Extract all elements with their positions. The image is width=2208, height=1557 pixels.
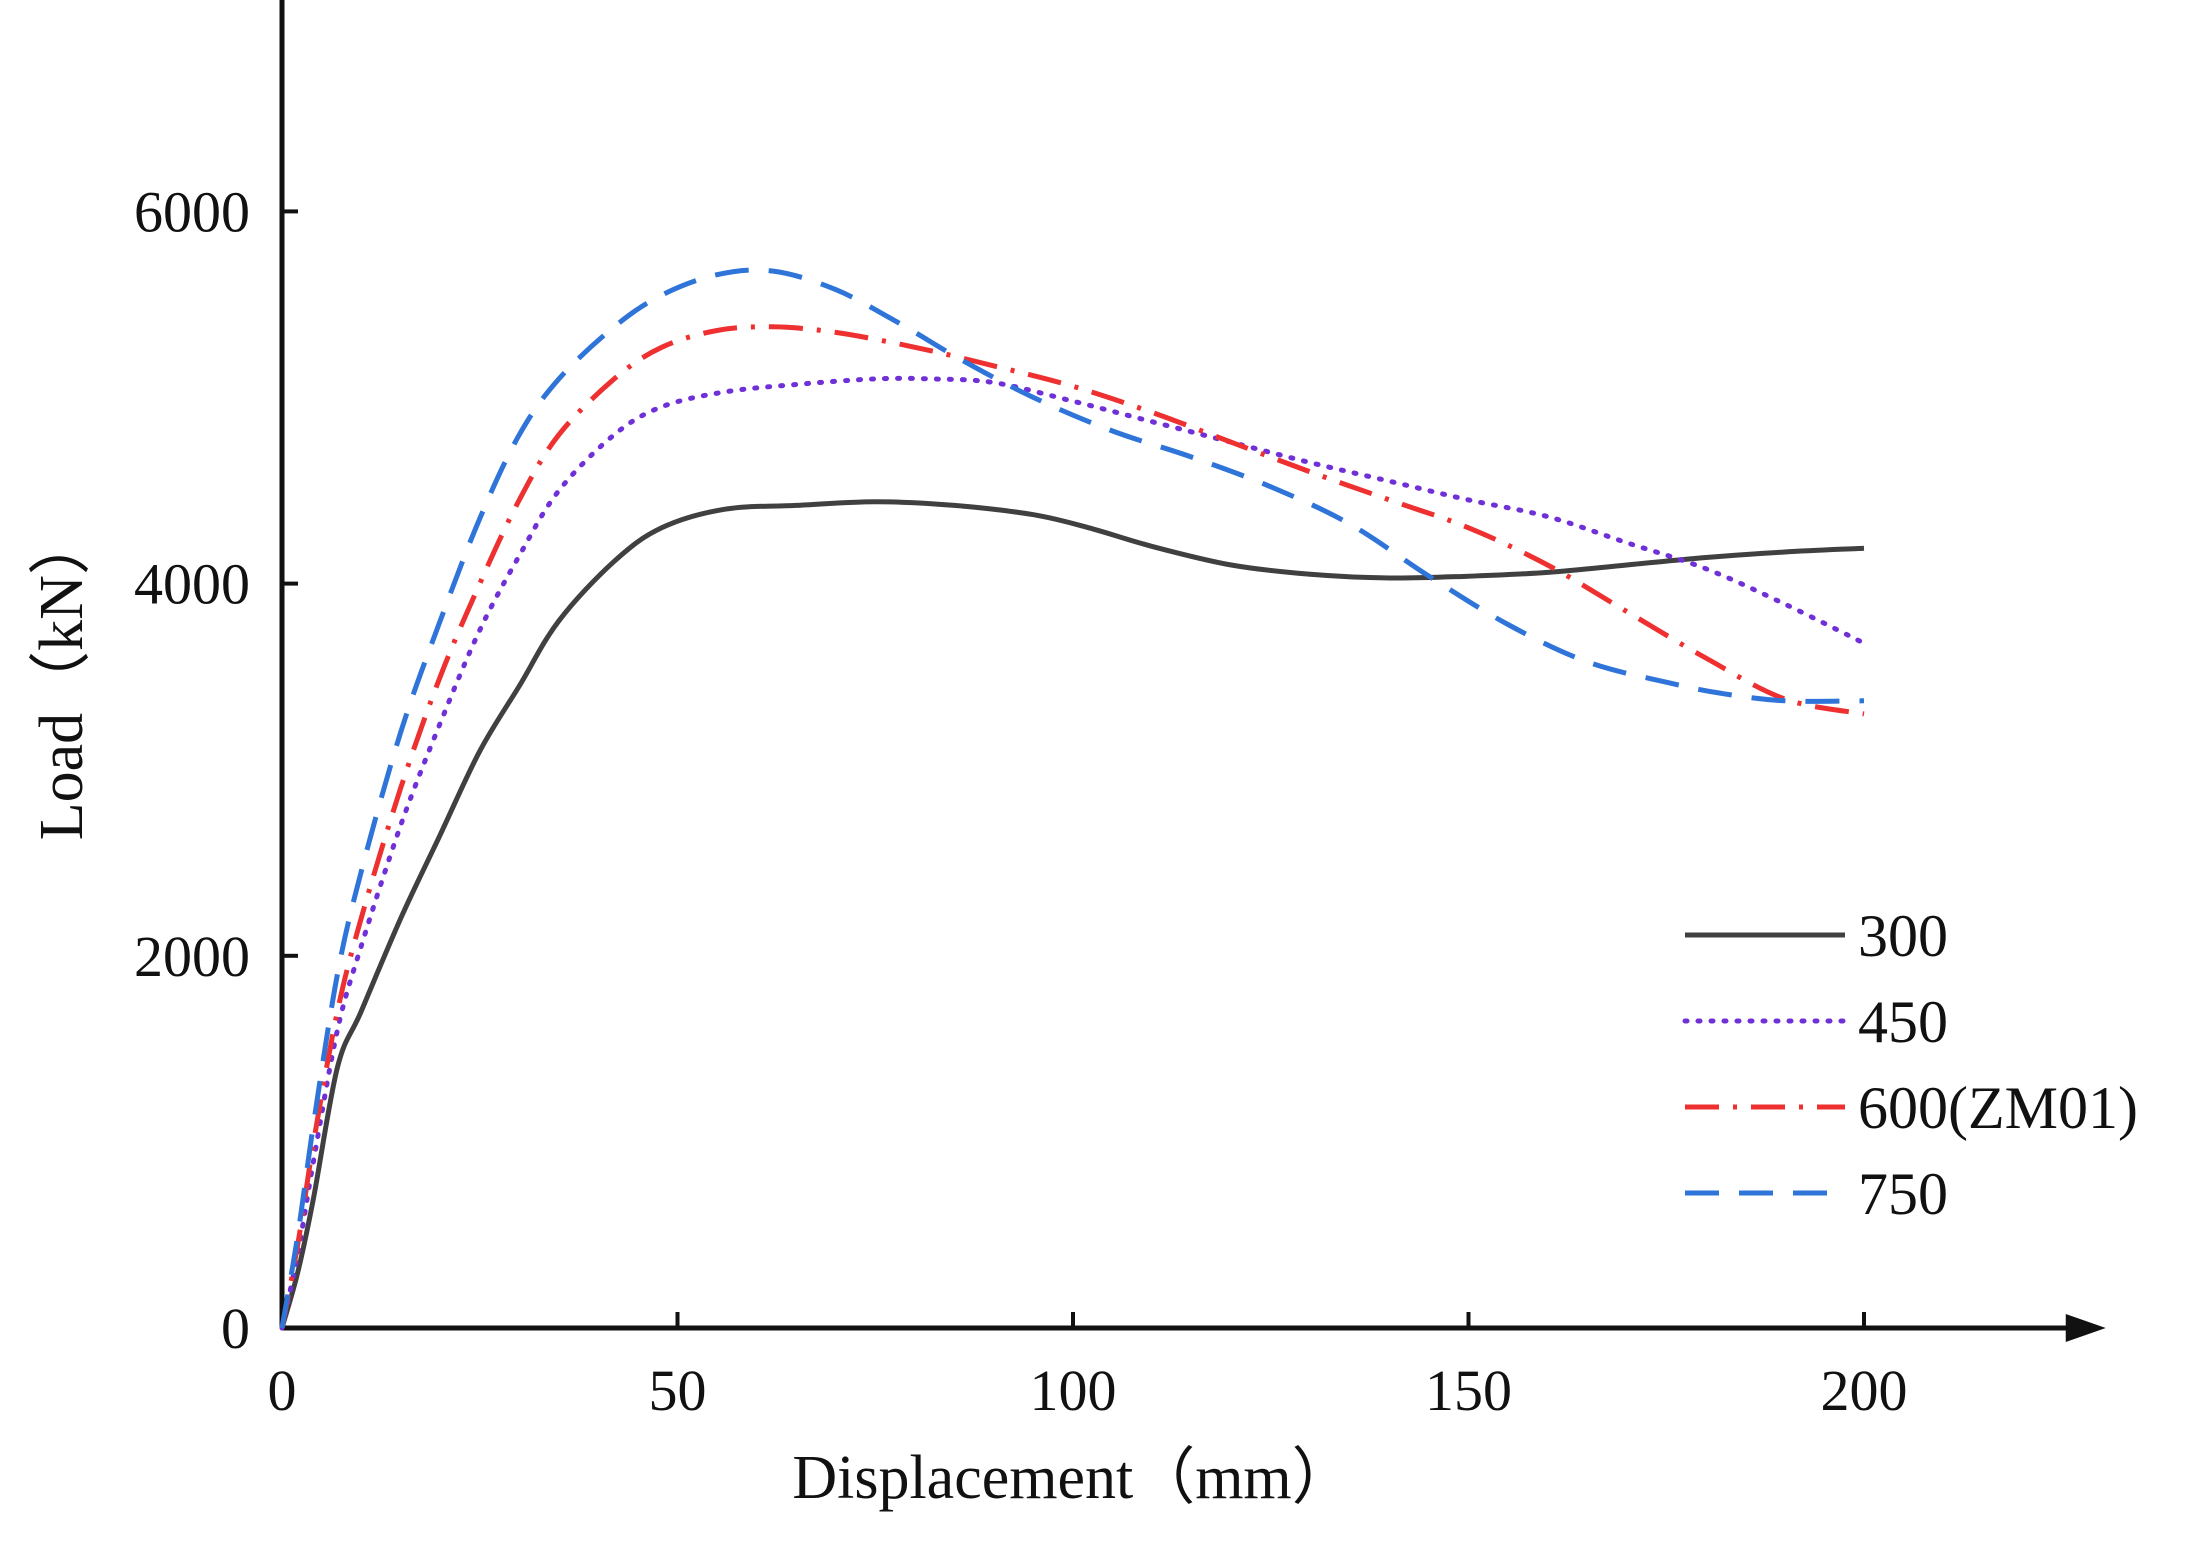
x-axis-arrowhead [2065, 1314, 2106, 1342]
x-tick-label: 50 [649, 1358, 707, 1423]
axes [279, 0, 2106, 1342]
series-line-600-zm01 [279, 324, 1865, 1329]
y-tick-label: 6000 [134, 179, 250, 244]
legend-label: 450 [1858, 989, 1948, 1055]
y-tick-label: 2000 [134, 924, 250, 989]
x-tick-label: 200 [1821, 1358, 1908, 1423]
legend-label: 300 [1858, 903, 1948, 969]
y-tick-label: 4000 [134, 552, 250, 617]
x-tick-label: 100 [1030, 1358, 1117, 1423]
x-tick-label: 150 [1425, 1358, 1512, 1423]
x-axis-title: Displacement（mm） [792, 1444, 1353, 1512]
legend-label: 600(ZM01) [1858, 1075, 2138, 1141]
series-lines [279, 267, 1867, 1331]
series-line-450 [279, 375, 1867, 1331]
series-line-750 [279, 267, 1865, 1329]
legend-label: 750 [1858, 1161, 1948, 1227]
x-tick-label: 0 [268, 1358, 297, 1423]
y-tick-label: 0 [221, 1296, 250, 1361]
legend: 300 450 600(ZM01) 750 [1682, 903, 2138, 1227]
series-line-300 [279, 499, 1865, 1329]
y-axis-title: Load（kN） [28, 513, 96, 840]
